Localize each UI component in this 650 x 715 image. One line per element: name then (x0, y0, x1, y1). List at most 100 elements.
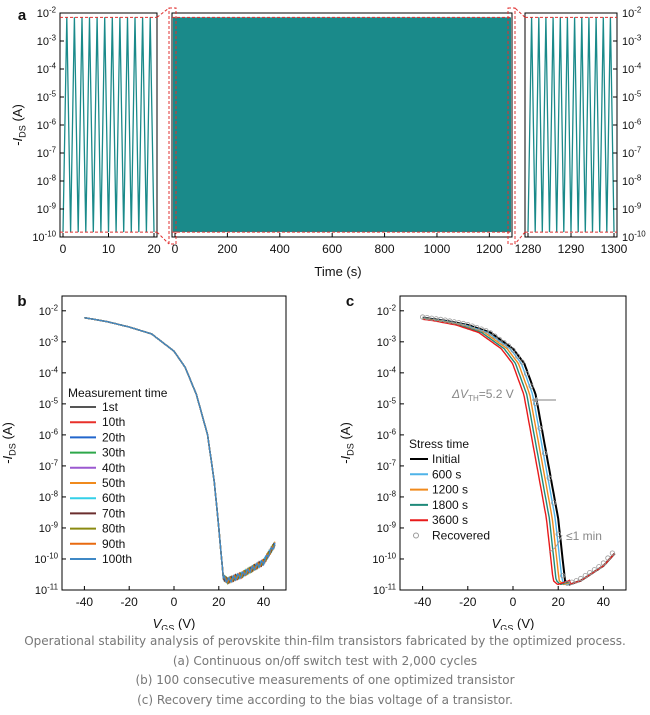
panel-c-recovery-annotation: ≤1 min (566, 529, 602, 543)
panel-c-legend-label: 3600 s (432, 513, 468, 527)
panel-b-y-tick-label: 10-2 (39, 303, 58, 317)
panel-a-x-tick-label: 1000 (424, 242, 451, 256)
panel-c-dvth-annotation: ΔVTH=5.2 V (451, 387, 514, 403)
panel-b-y-tick-label: 10-6 (39, 427, 59, 441)
panel-a-y-tick-label: 10-9 (37, 202, 57, 216)
panel-a-switching-trace (62, 17, 155, 233)
panel-a-zoom-connector (156, 7, 170, 18)
panel-c-recovered-marker (474, 324, 480, 331)
panel-c-y-tick-label: 10-10 (372, 552, 396, 566)
caption-line-a: (a) Continuous on/off switch test with 2… (172, 653, 478, 668)
panel-c-recovered-marker (587, 569, 593, 576)
panel-c-legend-title: Stress time (409, 437, 469, 451)
panel-c-recovered-marker (478, 326, 484, 332)
panel-c-recovered-marker (510, 347, 516, 353)
panel-a-y-tick-label-right: 10-2 (622, 6, 641, 20)
panel-c-y-tick-label: 10-5 (377, 396, 397, 410)
panel-c-recovered-marker (537, 425, 543, 431)
panel-c-recovered-marker (523, 371, 530, 377)
panel-b-x-tick-label: 20 (212, 595, 226, 609)
panel-a-x-tick-label: 10 (102, 242, 116, 256)
panel-c-recovered-marker (573, 578, 579, 584)
panel-b-legend-label: 40th (102, 461, 125, 475)
panel-a-y-tick-label: 10-6 (37, 118, 57, 132)
panel-b-legend-title: Measurement time (68, 386, 168, 400)
panel-c-recovered-marker (505, 343, 512, 349)
caption-title: Operational stability analysis of perovs… (24, 634, 626, 648)
panel-c-recovered-marker (600, 560, 607, 566)
panel-b-legend-label: 80th (102, 522, 125, 536)
panel-c-recovered-marker (596, 564, 602, 570)
panel-c-legend-swatch (413, 532, 419, 539)
panel-a-y-tick-label-right: 10-10 (622, 230, 646, 244)
panel-b-legend-label: 20th (102, 430, 125, 444)
panel-c-recovery-arrow (548, 534, 563, 553)
panel-b-y-tick-label: 10-5 (39, 396, 59, 410)
panel-a-y-tick-label: 10-7 (37, 146, 56, 160)
panel-a-switching-trace (527, 17, 615, 233)
panel-c-recovered-marker (528, 383, 534, 389)
panel-a-x-tick-label: 0 (172, 242, 179, 256)
panel-c-recovered-marker (492, 333, 498, 339)
caption-line-c: (c) Recovery time according to the bias … (137, 692, 513, 707)
panel-c-legend-label: Recovered (432, 529, 490, 543)
panel-b-y-tick-label: 10-7 (39, 459, 58, 473)
panel-c-y-tick-label: 10-4 (377, 365, 397, 379)
panel-b-y-tick-label: 10-8 (39, 490, 59, 504)
panel-c-recovered-marker (501, 339, 507, 346)
panel-c-recovered-marker (487, 330, 493, 336)
panel-a-x-tick-label: 600 (322, 242, 342, 256)
panel-b-y-tick-label: 10-9 (39, 521, 59, 535)
panel-a-x-tick-label: 0 (60, 242, 67, 256)
panel-a-y-tick-label: 10-3 (37, 34, 57, 48)
panel-c-recovered-marker (469, 323, 475, 329)
panel-c-legend-label: 1800 s (432, 498, 468, 512)
panel-c-y-tick-label: 10-7 (377, 459, 396, 473)
panel-a: a0 10 20 0 200 400 600 800 1000 1200 1280 1290 13001… (10, 6, 646, 279)
panel-a-y-tick-label: 10-2 (37, 6, 56, 20)
panel-a-y-tick-label-right: 10-4 (622, 62, 642, 76)
panel-c-recovered-marker (514, 353, 521, 359)
panel-a-x-tick-label: 800 (375, 242, 395, 256)
panel-b-series-line (84, 317, 276, 584)
panel-b-y-tick-label: 10-3 (39, 334, 59, 348)
panel-b-legend-label: 70th (102, 506, 125, 520)
panel-c: c -40 -20 0 20 40 10-11 10-10 10-9 10-8 10-7 10-6 10… (338, 293, 627, 630)
panel-c-x-tick-label: 40 (597, 595, 611, 609)
panel-a-zoom-connector (514, 231, 526, 245)
panel-c-recovered-marker (569, 579, 575, 585)
panel-b-axes-frame (61, 295, 287, 591)
panel-a-y-tick-label-right: 10-9 (622, 202, 642, 216)
panel-a-y-tick-label: 10-5 (37, 90, 57, 104)
panel-c-recovered-marker (560, 572, 566, 579)
panel-c-recovered-marker (609, 550, 616, 556)
panel-c-recovered-marker (591, 567, 598, 573)
panel-b-legend-label: 50th (102, 476, 125, 490)
panel-a-zoom-connector (156, 231, 170, 245)
panel-a-y-axis-label: -IDS (A) (10, 104, 27, 146)
panel-c-legend-label: Initial (432, 452, 460, 466)
figure: a0 10 20 0 200 400 600 800 1000 1200 1280 1290 13001… (0, 6, 646, 630)
panel-c-x-tick-label: 0 (510, 595, 517, 609)
panel-a-x-tick-label: 200 (217, 242, 237, 256)
panel-c-dvth-arrowhead (532, 397, 537, 403)
panel-b: b -40 -20 0 20 40 10-11 10-10 10-9 10-8 10-7 10-6 10… (0, 293, 287, 630)
panel-c-y-tick-label: 10-11 (373, 583, 397, 597)
panel-c-recovered-marker (578, 575, 584, 582)
panel-b-legend-label: 1st (102, 400, 119, 414)
panel-a-segment: 1280 1290 1300 (515, 12, 628, 256)
panel-c-recovered-marker (605, 555, 611, 561)
panel-c-y-tick-label: 10-6 (377, 427, 397, 441)
panel-a-y-tick-label: 10-8 (37, 174, 57, 188)
panel-c-x-tick-label: -20 (459, 595, 477, 609)
panel-a-y-tick-label-right: 10-5 (622, 90, 642, 104)
panel-b-legend-label: 100th (102, 552, 132, 566)
panel-a-axes-frame (171, 12, 513, 238)
panel-a-x-axis-label: Time (s) (314, 264, 361, 279)
panel-b-x-tick-label: -20 (121, 595, 139, 609)
panel-b-legend-label: 90th (102, 537, 125, 551)
panel-c-x-tick-label: 20 (552, 595, 566, 609)
panel-a-x-tick-label: 400 (270, 242, 290, 256)
panel-b-legend-label: 60th (102, 491, 125, 505)
panel-c-recovered-marker (551, 500, 557, 506)
